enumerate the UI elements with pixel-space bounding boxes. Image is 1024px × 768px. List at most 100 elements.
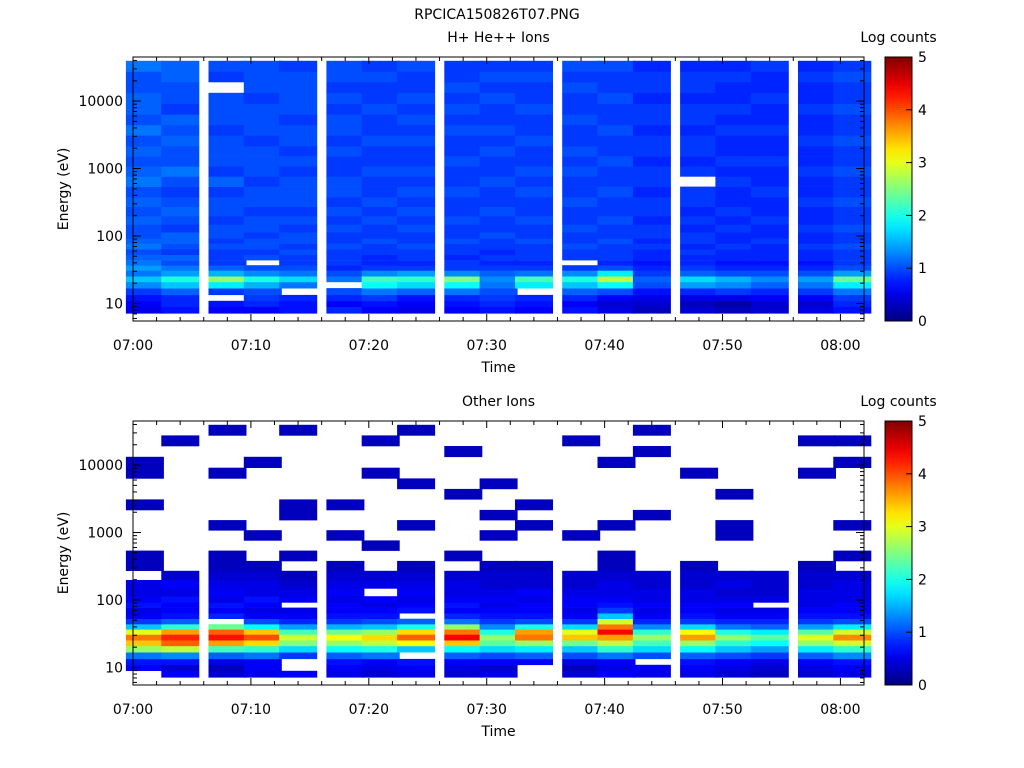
colorbar-tick-label: 3 [918,156,927,172]
heatmap-cell [798,560,836,571]
heatmap-cell [833,602,872,608]
heatmap-cell [632,196,671,207]
heatmap-cell [715,176,754,187]
heatmap-cell [632,260,671,266]
heatmap-cell [632,509,671,521]
heatmap-cell [798,652,836,660]
heatmap-cell [161,254,200,261]
heatmap-cell [833,186,872,198]
heatmap-cell [125,206,164,217]
heatmap-cell [798,265,836,271]
heatmap-cell [833,618,872,625]
colorbar [884,56,913,322]
heatmap-cell [444,265,483,271]
heatmap-cell [243,243,282,250]
heatmap-cell [397,135,436,147]
heatmap-cell [161,60,200,72]
heatmap-cell [361,596,400,603]
heatmap-cells [125,424,872,678]
heatmap-cell [715,270,754,277]
heatmap-cell [208,103,247,115]
heatmap-cell [597,206,636,217]
heatmap-cell [562,607,601,614]
heatmap-cell [444,249,483,255]
heatmap-cell [632,281,671,289]
heatmap-cell [161,238,200,244]
heatmap-cell [715,596,754,603]
heatmap-cell [750,224,789,233]
heatmap-cell [479,294,518,302]
heatmap-cell [397,166,436,177]
heatmap-cell [562,156,601,167]
heatmap-cell [397,270,436,277]
heatmap-cell [798,270,836,277]
heatmap-cell [833,176,872,187]
heatmap-cell [243,71,282,83]
heatmap-cell [444,670,483,678]
heatmap-cell [597,294,636,302]
heatmap-cell [680,206,719,217]
heatmap-cell [680,135,719,147]
heatmap-cell [361,652,400,660]
heatmap-cell [208,596,247,603]
heatmap-cell [161,645,200,653]
heatmap-cell [597,216,636,225]
heatmap-cell [326,103,365,115]
heatmap-cell [680,196,719,207]
heatmap-cell [161,300,200,307]
heatmap-cell [597,156,636,167]
x-tick-label: 07:50 [702,702,742,718]
heatmap-cell [397,629,436,635]
heatmap-cell [750,607,789,614]
heatmap-cells [125,60,872,314]
heatmap-cell [326,570,365,581]
heatmap-cell [161,570,200,581]
heatmap-cell [326,596,365,603]
heatmap-cell [361,467,400,479]
heatmap-cell [515,260,553,266]
heatmap-cell [397,196,436,207]
heatmap-cell [125,288,164,296]
heatmap-cell [444,71,483,83]
heatmap-cell [597,613,636,619]
heatmap-cell [515,135,553,147]
heatmap-cell [562,243,601,250]
heatmap-cell [208,624,247,630]
heatmap-cell [632,664,671,671]
heatmap-cell [397,276,436,283]
heatmap-cell [715,206,754,217]
heatmap-cell [715,249,754,255]
heatmap-cell [208,580,247,589]
heatmap-cell [597,607,636,614]
heatmap-cell [208,156,247,167]
heatmap-cell [750,186,789,198]
heatmap-cell [479,232,518,239]
colorbar-label: Log counts [860,30,936,46]
heatmap-cell [562,82,601,94]
heatmap-cell [833,652,872,660]
heatmap-cell [326,124,365,136]
heatmap-cell [632,224,671,233]
heatmap-cell [279,607,318,614]
heatmap-cell [479,300,518,307]
heatmap-cell [361,270,400,277]
heatmap-cell [715,300,754,307]
heatmap-cell [798,243,836,250]
heatmap-cell [715,530,754,541]
heatmap-cell [833,294,872,302]
heatmap-cell [397,265,436,271]
heatmap-cell [161,206,200,217]
heatmap-cell [208,424,247,436]
heatmap-cell [279,243,318,250]
heatmap-cell [125,658,164,666]
heatmap-cell [680,580,719,589]
heatmap-cell [515,243,553,250]
heatmap-cell [444,232,483,239]
heatmap-cell [279,82,318,94]
heatmap-cell [361,224,400,233]
heatmap-cell [208,670,247,678]
heatmap-cell [479,530,518,541]
heatmap-cell [597,456,636,468]
heatmap-cell [279,176,318,187]
